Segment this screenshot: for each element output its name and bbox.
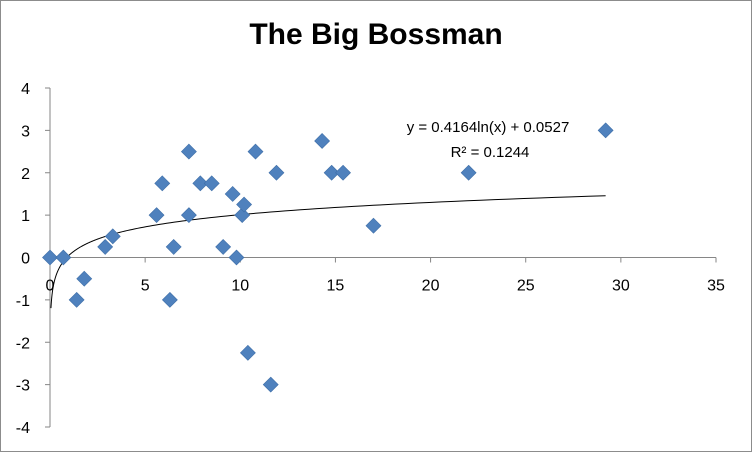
data-point [460, 164, 477, 181]
y-tick-label: -2 [16, 335, 30, 352]
x-tick-label: 10 [231, 278, 249, 295]
x-tick-label: 20 [422, 278, 440, 295]
data-point [161, 291, 178, 308]
x-tick-label: 0 [46, 278, 55, 295]
data-point [192, 175, 209, 192]
data-point [228, 249, 245, 266]
chart-title: The Big Bossman [249, 18, 503, 51]
data-point [239, 344, 256, 361]
x-tick-label: 30 [612, 278, 630, 295]
y-tick-label: -3 [16, 378, 30, 395]
y-tick-label: 4 [21, 81, 30, 98]
data-point [165, 238, 182, 255]
x-tick-label: 25 [517, 278, 535, 295]
x-tick-label: 35 [707, 278, 725, 295]
y-tick-label: 1 [21, 208, 30, 225]
trendline-equation: y = 0.4164ln(x) + 0.0527 [407, 119, 570, 136]
y-tick-label: -1 [16, 293, 30, 310]
x-tick-label: 5 [141, 278, 150, 295]
y-tick-label: 2 [21, 166, 30, 183]
y-tick-label: 0 [21, 251, 30, 268]
data-point [365, 217, 382, 234]
data-point [180, 143, 197, 160]
data-point [262, 376, 279, 393]
data-point [323, 164, 340, 181]
markers-group [42, 122, 614, 393]
data-point [203, 175, 220, 192]
data-point [224, 186, 241, 202]
data-point [234, 207, 251, 224]
data-point [247, 143, 264, 160]
data-point [268, 164, 285, 181]
data-point [97, 238, 114, 255]
trendline-r2: R² = 0.1244 [451, 144, 530, 161]
x-tick-label: 15 [327, 278, 345, 295]
data-point [55, 249, 72, 266]
data-point [236, 196, 253, 213]
data-point [42, 249, 58, 266]
data-point [314, 133, 331, 149]
data-point [104, 228, 121, 245]
data-point [180, 207, 197, 224]
y-tick-label: -4 [16, 420, 30, 437]
data-point [76, 270, 93, 287]
data-point [148, 207, 165, 224]
data-point [335, 164, 351, 181]
y-tick-label: 3 [21, 123, 30, 140]
data-point [68, 291, 85, 308]
data-point [215, 238, 232, 255]
data-point [597, 122, 614, 139]
data-point [154, 175, 171, 192]
